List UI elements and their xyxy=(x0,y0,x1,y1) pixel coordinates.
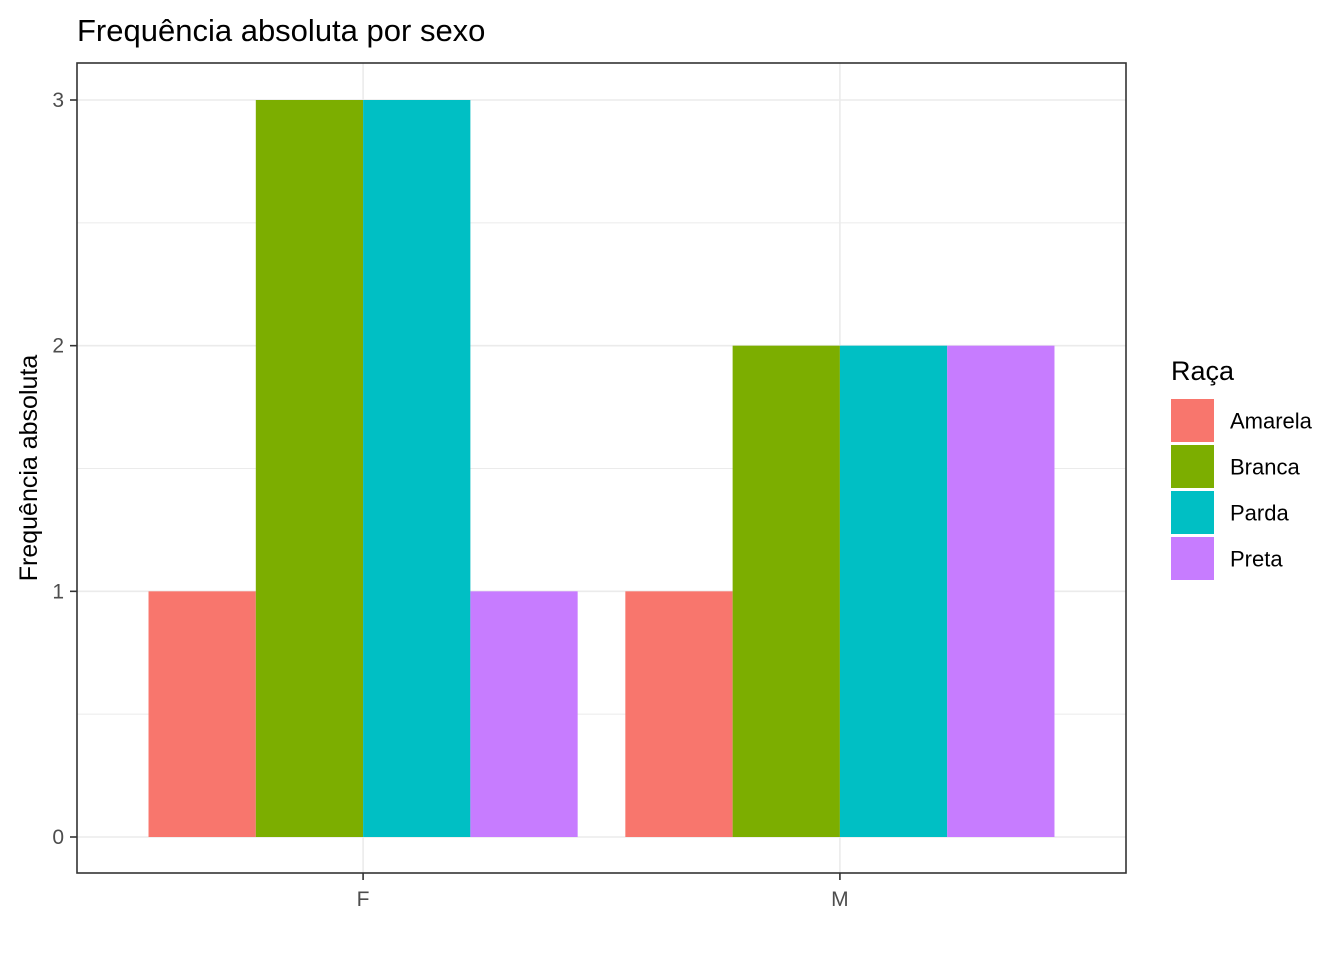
y-tick-label: 0 xyxy=(52,826,64,849)
bar-f-branca xyxy=(255,100,364,837)
x-tick-label: F xyxy=(357,888,370,911)
bar-m-branca xyxy=(732,345,840,837)
bar-m-parda xyxy=(839,345,948,837)
legend: Amarela Branca Parda Preta xyxy=(1171,399,1313,580)
bar-m-preta xyxy=(947,345,1055,837)
bars xyxy=(148,100,1055,837)
legend-label-branca: Branca xyxy=(1230,455,1300,480)
legend-key-branca xyxy=(1171,445,1214,488)
y-tick-label: 3 xyxy=(52,89,64,112)
bar-f-preta xyxy=(470,591,578,837)
bar-f-parda xyxy=(363,100,471,837)
bar-f-amarela xyxy=(148,591,256,837)
legend-key-parda xyxy=(1171,491,1214,534)
bar-m-amarela xyxy=(625,591,733,837)
legend-label-parda: Parda xyxy=(1230,501,1289,526)
y-tick-label: 1 xyxy=(52,580,64,603)
plot-panel-border xyxy=(76,62,1127,874)
legend-title: Raça xyxy=(1171,356,1235,386)
legend-key-amarela xyxy=(1171,399,1214,442)
y-axis-title: Frequência absoluta xyxy=(15,355,43,582)
legend-key-preta xyxy=(1171,537,1214,580)
legend-label-preta: Preta xyxy=(1230,547,1283,572)
x-tick-label: M xyxy=(831,888,849,911)
y-axis-ticks: 0 1 2 3 xyxy=(52,89,77,849)
chart-title: Frequência absoluta por sexo xyxy=(77,13,485,48)
y-tick-label: 2 xyxy=(52,335,64,358)
legend-label-amarela: Amarela xyxy=(1230,409,1313,434)
